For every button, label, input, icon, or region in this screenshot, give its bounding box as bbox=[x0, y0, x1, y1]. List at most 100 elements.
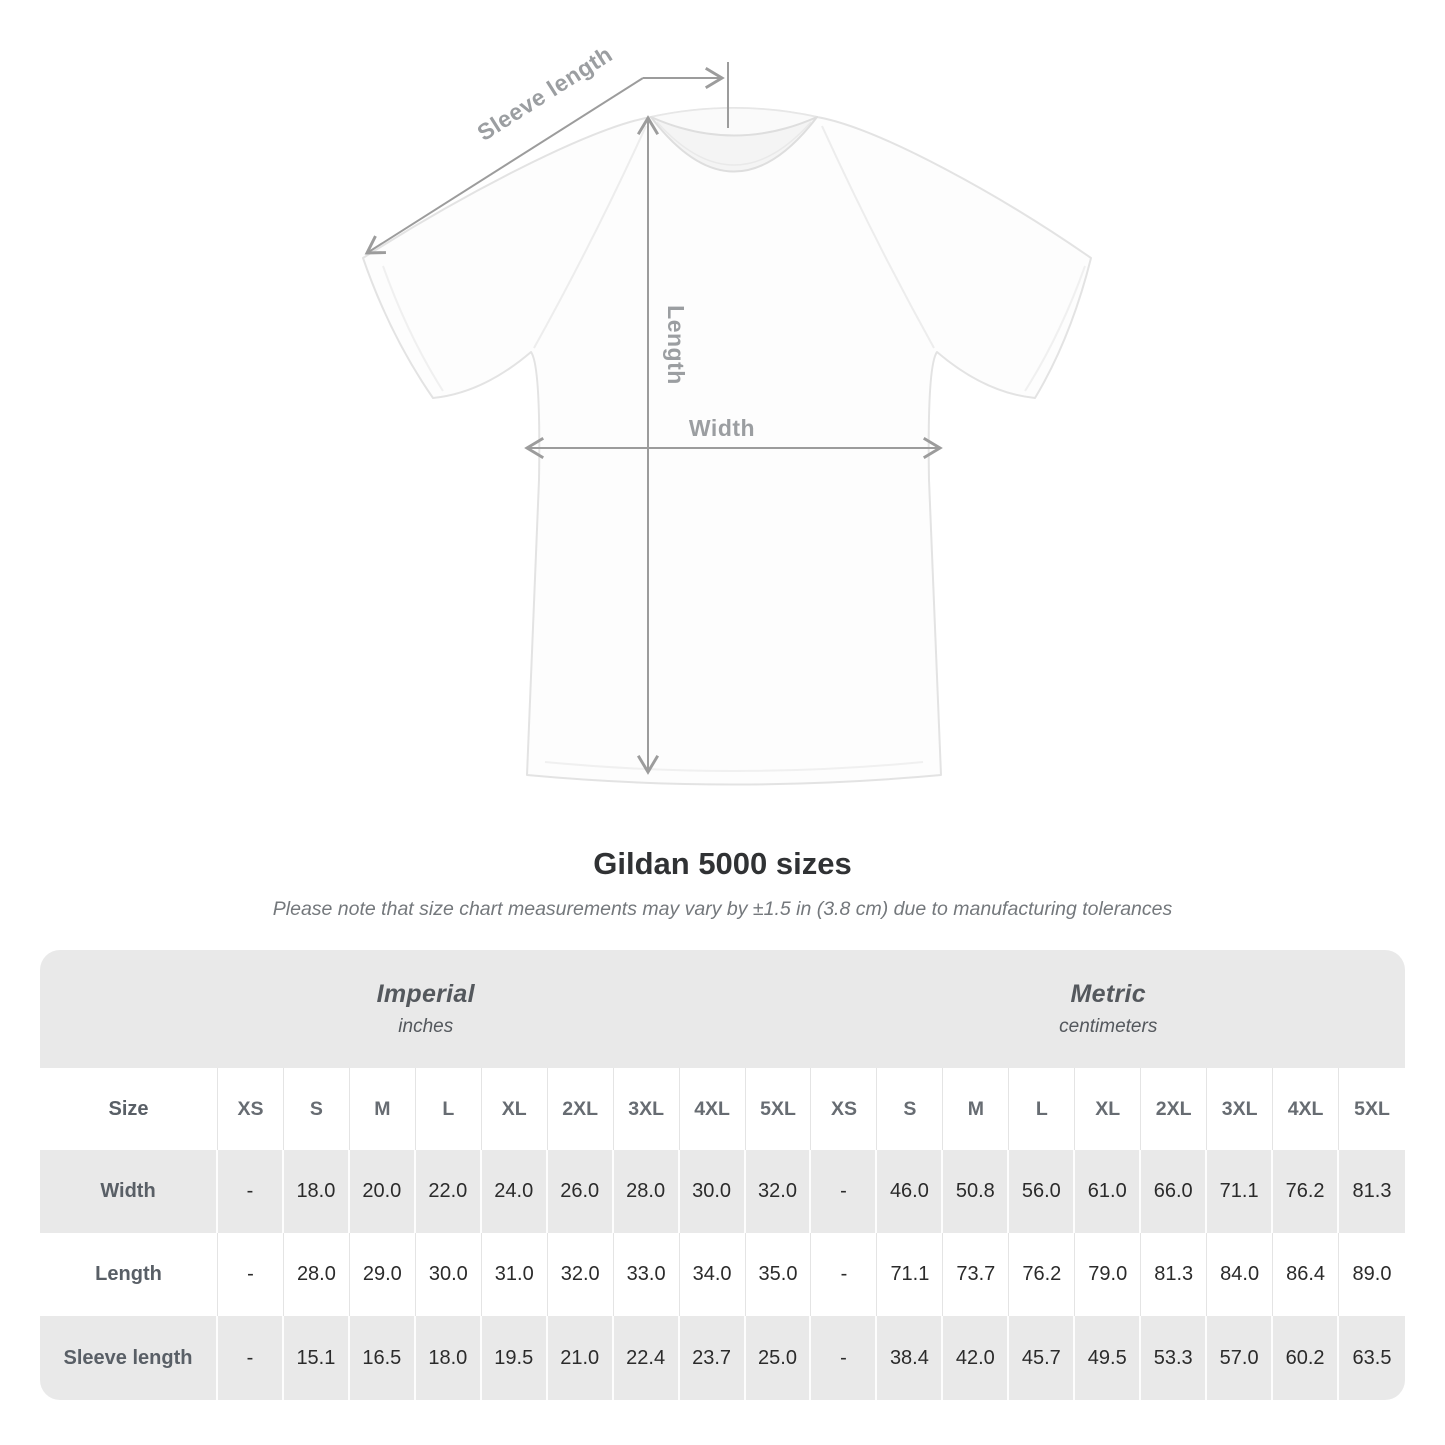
value-cell-metric-l: 76.2 bbox=[1009, 1233, 1076, 1316]
value-cell-metric-xl: 49.5 bbox=[1075, 1316, 1142, 1400]
tshirt-measurement-diagram: Sleeve length Length Width bbox=[362, 41, 1092, 786]
value-cell-metric-xl: 79.0 bbox=[1075, 1233, 1142, 1316]
tshirt-graphic bbox=[362, 107, 1092, 786]
value-cell-imperial-m: 20.0 bbox=[349, 1150, 416, 1233]
value-cell-metric-l: 56.0 bbox=[1009, 1150, 1076, 1233]
value-cell-metric-xs: - bbox=[811, 1316, 878, 1400]
value-cell-imperial-2xl: 21.0 bbox=[547, 1316, 614, 1400]
value-cell-imperial-2xl: 26.0 bbox=[547, 1150, 614, 1233]
value-cell-imperial-5xl: 25.0 bbox=[745, 1316, 812, 1400]
tolerance-note: Please note that size chart measurements… bbox=[272, 898, 1173, 920]
value-cell-metric-4xl: 76.2 bbox=[1273, 1150, 1340, 1233]
value-cell-imperial-xl: 19.5 bbox=[481, 1316, 548, 1400]
row-label-length: Length bbox=[40, 1233, 218, 1316]
value-cell-imperial-xl: 24.0 bbox=[481, 1150, 548, 1233]
value-cell-imperial-l: 18.0 bbox=[415, 1316, 482, 1400]
row-label-width: Width bbox=[40, 1150, 218, 1233]
tshirt-armhole-seam-right bbox=[821, 125, 935, 349]
value-cell-metric-2xl: 66.0 bbox=[1141, 1150, 1208, 1233]
value-cell-imperial-3xl: 28.0 bbox=[613, 1150, 680, 1233]
value-cell-imperial-s: 15.1 bbox=[283, 1316, 350, 1400]
unit-group-metric: Metric centimeters bbox=[811, 950, 1404, 1068]
value-cell-imperial-4xl: 34.0 bbox=[679, 1233, 746, 1316]
value-cell-imperial-3xl: 22.4 bbox=[613, 1316, 680, 1400]
tshirt-cuff-stitch-right bbox=[1024, 265, 1086, 392]
imperial-label: Imperial bbox=[376, 980, 475, 1008]
sleeve-length-label: Sleeve length bbox=[472, 41, 617, 146]
row-label-sleeve-length: Sleeve length bbox=[40, 1316, 218, 1400]
col-header-imperial-4xl: 4XL bbox=[679, 1068, 746, 1150]
value-cell-metric-4xl: 60.2 bbox=[1273, 1316, 1340, 1400]
col-header-imperial-l: L bbox=[415, 1068, 482, 1150]
value-cell-metric-3xl: 57.0 bbox=[1207, 1316, 1274, 1400]
col-header-imperial-xl: XL bbox=[481, 1068, 548, 1150]
value-cell-metric-xs: - bbox=[811, 1233, 878, 1316]
col-header-metric-m: M bbox=[943, 1068, 1010, 1150]
value-cell-metric-xs: - bbox=[811, 1150, 878, 1233]
value-cell-metric-xl: 61.0 bbox=[1075, 1150, 1142, 1233]
value-cell-imperial-s: 18.0 bbox=[283, 1150, 350, 1233]
col-header-metric-xs: XS bbox=[811, 1068, 878, 1150]
value-cell-metric-s: 71.1 bbox=[877, 1233, 944, 1316]
width-label: Width bbox=[689, 415, 755, 441]
col-header-metric-5xl: 5XL bbox=[1339, 1068, 1405, 1150]
value-cell-imperial-xs: - bbox=[218, 1150, 284, 1233]
value-cell-metric-5xl: 89.0 bbox=[1339, 1233, 1405, 1316]
size-chart-table: Imperial inches Metric centimeters Size X… bbox=[40, 950, 1405, 1400]
value-cell-metric-m: 50.8 bbox=[943, 1150, 1010, 1233]
col-header-metric-xl: XL bbox=[1075, 1068, 1142, 1150]
value-cell-imperial-5xl: 32.0 bbox=[745, 1150, 812, 1233]
value-cell-imperial-l: 30.0 bbox=[415, 1233, 482, 1316]
value-cell-imperial-m: 29.0 bbox=[349, 1233, 416, 1316]
value-cell-metric-5xl: 63.5 bbox=[1339, 1316, 1405, 1400]
page-title: Gildan 5000 sizes bbox=[593, 846, 852, 881]
metric-label: Metric bbox=[1070, 980, 1146, 1008]
col-header-metric-4xl: 4XL bbox=[1273, 1068, 1340, 1150]
length-label: Length bbox=[663, 305, 689, 385]
col-header-metric-l: L bbox=[1009, 1068, 1076, 1150]
tshirt-collar-rib bbox=[656, 121, 812, 166]
col-header-metric-2xl: 2XL bbox=[1141, 1068, 1208, 1150]
value-cell-metric-m: 73.7 bbox=[943, 1233, 1010, 1316]
col-header-metric-s: S bbox=[877, 1068, 944, 1150]
value-cell-imperial-3xl: 33.0 bbox=[613, 1233, 680, 1316]
col-header-imperial-m: M bbox=[349, 1068, 416, 1150]
imperial-unit: inches bbox=[398, 1016, 454, 1037]
col-header-imperial-xs: XS bbox=[218, 1068, 284, 1150]
value-cell-imperial-m: 16.5 bbox=[349, 1316, 416, 1400]
value-cell-imperial-xs: - bbox=[218, 1233, 284, 1316]
col-header-imperial-s: S bbox=[283, 1068, 350, 1150]
value-cell-imperial-xl: 31.0 bbox=[481, 1233, 548, 1316]
unit-group-imperial: Imperial inches bbox=[40, 950, 811, 1068]
value-cell-metric-3xl: 71.1 bbox=[1207, 1150, 1274, 1233]
tshirt-cuff-stitch-left bbox=[382, 265, 444, 392]
value-cell-imperial-5xl: 35.0 bbox=[745, 1233, 812, 1316]
tshirt-body bbox=[362, 107, 1092, 786]
col-header-imperial-2xl: 2XL bbox=[547, 1068, 614, 1150]
value-cell-imperial-2xl: 32.0 bbox=[547, 1233, 614, 1316]
col-header-imperial-3xl: 3XL bbox=[613, 1068, 680, 1150]
col-header-imperial-5xl: 5XL bbox=[745, 1068, 812, 1150]
sleeve-length-arrow bbox=[364, 77, 644, 255]
value-cell-metric-l: 45.7 bbox=[1009, 1316, 1076, 1400]
metric-unit: centimeters bbox=[1059, 1016, 1158, 1037]
value-cell-metric-2xl: 81.3 bbox=[1141, 1233, 1208, 1316]
value-cell-metric-m: 42.0 bbox=[943, 1316, 1010, 1400]
value-cell-metric-s: 46.0 bbox=[877, 1150, 944, 1233]
col-header-metric-3xl: 3XL bbox=[1207, 1068, 1274, 1150]
size-column-header: Size bbox=[40, 1068, 218, 1150]
value-cell-imperial-4xl: 30.0 bbox=[679, 1150, 746, 1233]
value-cell-metric-5xl: 81.3 bbox=[1339, 1150, 1405, 1233]
tshirt-neck-opening bbox=[650, 116, 818, 173]
value-cell-imperial-s: 28.0 bbox=[283, 1233, 350, 1316]
value-cell-metric-4xl: 86.4 bbox=[1273, 1233, 1340, 1316]
value-cell-imperial-l: 22.0 bbox=[415, 1150, 482, 1233]
value-cell-metric-2xl: 53.3 bbox=[1141, 1316, 1208, 1400]
value-cell-imperial-xs: - bbox=[218, 1316, 284, 1400]
value-cell-metric-3xl: 84.0 bbox=[1207, 1233, 1274, 1316]
tshirt-hem-stitch bbox=[544, 761, 924, 772]
value-cell-metric-s: 38.4 bbox=[877, 1316, 944, 1400]
unit-header-band: Imperial inches Metric centimeters bbox=[40, 950, 1405, 1068]
tshirt-armhole-seam-left bbox=[533, 125, 647, 349]
value-cell-imperial-4xl: 23.7 bbox=[679, 1316, 746, 1400]
